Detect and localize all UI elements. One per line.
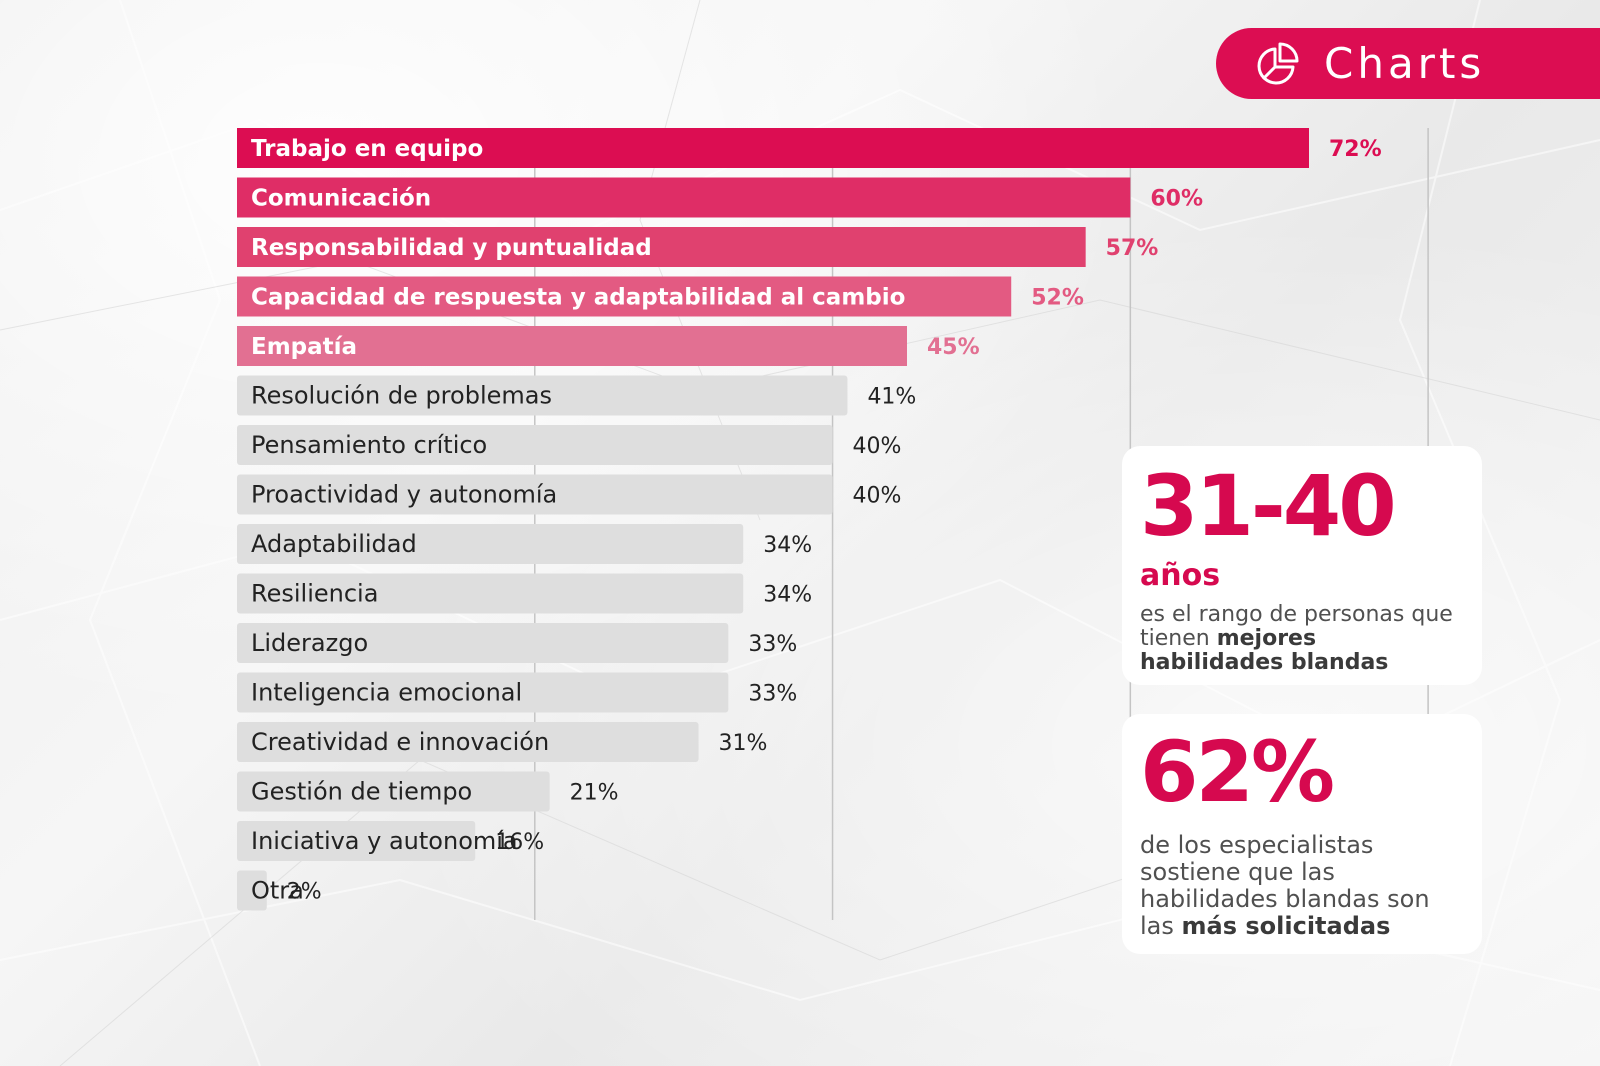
value-label: 34% — [763, 533, 812, 558]
bar — [237, 672, 729, 713]
value-label: 40% — [853, 484, 902, 509]
bar-label: Pensamiento crítico — [251, 431, 487, 459]
bar — [237, 722, 699, 762]
bar — [237, 771, 550, 812]
bar-label: Resolución de problemas — [251, 382, 552, 410]
header-title: Charts — [1324, 39, 1486, 88]
bar — [237, 425, 833, 465]
bar — [237, 474, 833, 515]
bar-label: Capacidad de respuesta y adaptabilidad a… — [251, 285, 905, 311]
age-range-value: 31-40 — [1140, 457, 1397, 555]
value-label: 40% — [853, 434, 902, 459]
bar — [237, 227, 1086, 267]
header-badge: Charts — [1216, 28, 1600, 99]
age-range-text: es el rango de personas que tienen — [1140, 602, 1453, 651]
value-label: 57% — [1106, 236, 1159, 261]
bar-label: Gestión de tiempo — [251, 778, 472, 806]
value-label: 34% — [763, 583, 812, 608]
age-range-unit: años — [1140, 558, 1221, 593]
age-range-highlight: mejores habilidades blandas — [1140, 626, 1389, 675]
bar — [237, 623, 729, 663]
bar — [237, 821, 476, 861]
age-range-description: es el rango de personas que tienen mejor… — [1140, 603, 1460, 675]
value-label: 31% — [719, 731, 768, 756]
value-label: 72% — [1329, 137, 1382, 162]
value-label: 16% — [495, 830, 544, 855]
age-range-card: 31-40 años es el rango de personas que t… — [1122, 446, 1482, 685]
bar-label: Trabajo en equipo — [251, 136, 483, 162]
value-label: 52% — [1031, 286, 1084, 311]
bar-label: Adaptabilidad — [251, 530, 417, 558]
value-label: 33% — [748, 682, 797, 707]
bar — [237, 177, 1131, 218]
bar — [237, 128, 1309, 168]
bar-label: Liderazgo — [251, 629, 368, 657]
specialists-percent: 62% — [1140, 723, 1335, 821]
specialists-text: de los especialistas sostiene que las ha… — [1140, 831, 1430, 940]
value-label: 2% — [287, 880, 322, 905]
specialists-description: de los especialistas sostiene que las ha… — [1140, 832, 1460, 940]
value-label: 21% — [570, 781, 619, 806]
bar — [237, 276, 1012, 317]
bar-label: Empatía — [251, 334, 357, 360]
bar-label: Inteligencia emocional — [251, 679, 522, 707]
value-label: 33% — [748, 632, 797, 657]
bar — [237, 870, 267, 911]
bar — [237, 375, 848, 416]
bar-label: Comunicación — [251, 186, 431, 212]
bar-label: Iniciativa y autonomía — [251, 827, 518, 855]
bar — [237, 326, 907, 366]
specialists-card: 62% de los especialistas sostiene que la… — [1122, 714, 1482, 954]
bar — [237, 573, 744, 614]
bar-label: Proactividad y autonomía — [251, 481, 557, 509]
specialists-highlight: más solicitadas — [1181, 912, 1391, 940]
bar — [237, 524, 744, 564]
bar-label: Otra — [251, 877, 304, 905]
bar-label: Creatividad e innovación — [251, 728, 549, 756]
value-label: 45% — [927, 335, 980, 360]
pie-chart-icon — [1257, 42, 1299, 84]
bar-label: Resiliencia — [251, 580, 378, 608]
value-label: 41% — [867, 385, 916, 410]
value-label: 60% — [1150, 187, 1203, 212]
bar-label: Responsabilidad y puntualidad — [251, 235, 652, 261]
